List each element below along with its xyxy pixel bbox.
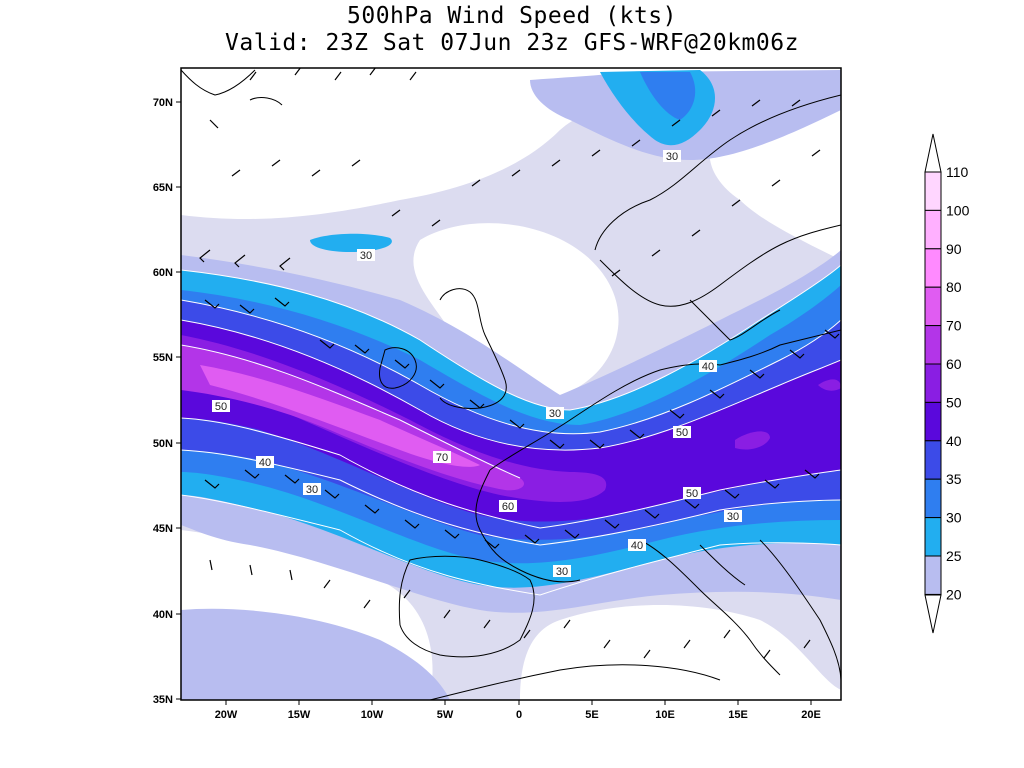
colorbar-level-label: 50 <box>946 394 962 410</box>
colorbar-level-label: 30 <box>946 510 962 526</box>
contour-label: 70 <box>436 452 448 464</box>
contour-label: 30 <box>306 484 318 496</box>
lat-label: 45N <box>153 523 173 535</box>
contour-label: 50 <box>215 401 227 413</box>
colorbar-swatch <box>924 440 942 480</box>
lat-label: 65N <box>153 182 173 194</box>
colorbar-swatch <box>924 325 942 365</box>
contour-label-box <box>499 500 517 512</box>
longitude-axis: 20W 15W 10W 5W 0 5E 10E 15E 20E <box>215 700 821 721</box>
colorbar-swatch <box>924 478 942 519</box>
contour-label-box <box>546 407 564 419</box>
colorbar-level-label: 40 <box>946 433 962 449</box>
lon-label: 0 <box>516 709 522 721</box>
contour-label-box <box>553 565 571 577</box>
colorbar-swatch <box>924 363 942 403</box>
isotach-lines <box>181 264 841 596</box>
lon-label: 10E <box>655 709 675 721</box>
lon-label: 15W <box>288 709 311 721</box>
contour-label: 30 <box>666 151 678 163</box>
colorbar-level-label: 35 <box>946 471 962 487</box>
colorbar-level-label: 60 <box>946 356 962 372</box>
colorbar-swatch <box>924 248 942 288</box>
lat-label: 35N <box>153 694 173 706</box>
contour-label: 30 <box>549 408 561 420</box>
colorbar-legend: 110 100 90 80 70 60 50 40 35 30 25 20 <box>924 133 970 634</box>
contour-label: 30 <box>727 511 739 523</box>
chart-subtitle: Valid: 23Z Sat 07Jun 23z GFS-WRF@20km06z <box>225 30 799 56</box>
colorbar-labels: 110 100 90 80 70 60 50 40 35 30 25 20 <box>946 164 970 602</box>
lon-label: 20E <box>801 709 821 721</box>
shade-30kt-iceland <box>310 233 392 252</box>
lon-label: 15E <box>728 709 748 721</box>
lon-label: 10W <box>361 709 384 721</box>
lon-label: 5W <box>437 709 454 721</box>
colorbar-bottom-arrow <box>924 594 942 634</box>
colorbar-level-label: 70 <box>946 318 962 334</box>
shade-60kt-east <box>735 431 770 450</box>
contour-label-box <box>433 451 451 463</box>
colorbar-swatch <box>924 171 942 211</box>
shade-80kt <box>200 365 480 467</box>
contour-label-box <box>699 360 717 372</box>
shade-35kt-north <box>640 72 696 120</box>
colorbar-level-label: 90 <box>946 241 962 257</box>
colorbar-level-label: 25 <box>946 548 962 564</box>
colorbar-swatch <box>924 555 942 595</box>
contour-label-box <box>724 510 742 522</box>
contour-label-box <box>357 249 375 261</box>
colorbar-swatch <box>924 517 942 557</box>
contour-label-box <box>663 150 681 162</box>
lat-label: 60N <box>153 267 173 279</box>
coastlines <box>181 69 841 700</box>
wind-barbs <box>199 68 840 659</box>
lat-label: 50N <box>153 438 173 450</box>
calm-area-med <box>520 605 841 700</box>
colorbar-top-arrow <box>924 133 942 173</box>
lat-label: 40N <box>153 609 173 621</box>
contour-label-box <box>628 539 646 551</box>
contour-labels: 30 30 30 40 30 50 50 40 50 70 60 30 40 3… <box>212 150 742 578</box>
shade-50kt <box>181 320 841 522</box>
chart-title: 500hPa Wind Speed (kts) <box>347 3 677 29</box>
contour-label: 60 <box>502 501 514 513</box>
lat-label: 70N <box>153 97 173 109</box>
contour-label-box <box>683 487 701 499</box>
map-frame <box>180 67 842 701</box>
contour-label: 40 <box>702 361 714 373</box>
contour-label: 50 <box>686 488 698 500</box>
colorbar-level-label: 20 <box>946 586 962 602</box>
shade-25kt-spain <box>181 608 450 700</box>
colorbar-swatch <box>924 401 942 442</box>
contour-label-box <box>212 400 230 412</box>
colorbar-swatch <box>924 209 942 250</box>
contour-label: 50 <box>676 427 688 439</box>
colorbar-level-label: 110 <box>946 164 969 180</box>
contour-label: 30 <box>556 566 568 578</box>
wind-speed-field <box>181 68 841 700</box>
colorbar-boxes <box>924 171 942 595</box>
latitude-axis: 70N 65N 60N 55N 50N 45N 40N 35N <box>153 97 181 706</box>
contour-label-box <box>256 456 274 468</box>
contour-label: 40 <box>631 540 643 552</box>
contour-label: 40 <box>259 457 271 469</box>
contour-label: 30 <box>360 250 372 262</box>
colorbar-swatch <box>924 286 942 327</box>
lat-label: 55N <box>153 352 173 364</box>
lon-label: 5E <box>585 709 598 721</box>
contour-label-box <box>303 483 321 495</box>
colorbar-level-label: 100 <box>946 202 970 218</box>
contour-label-box <box>673 426 691 438</box>
colorbar-level-label: 80 <box>946 279 962 295</box>
lon-label: 20W <box>215 709 238 721</box>
shade-60kt-east2 <box>818 379 841 391</box>
